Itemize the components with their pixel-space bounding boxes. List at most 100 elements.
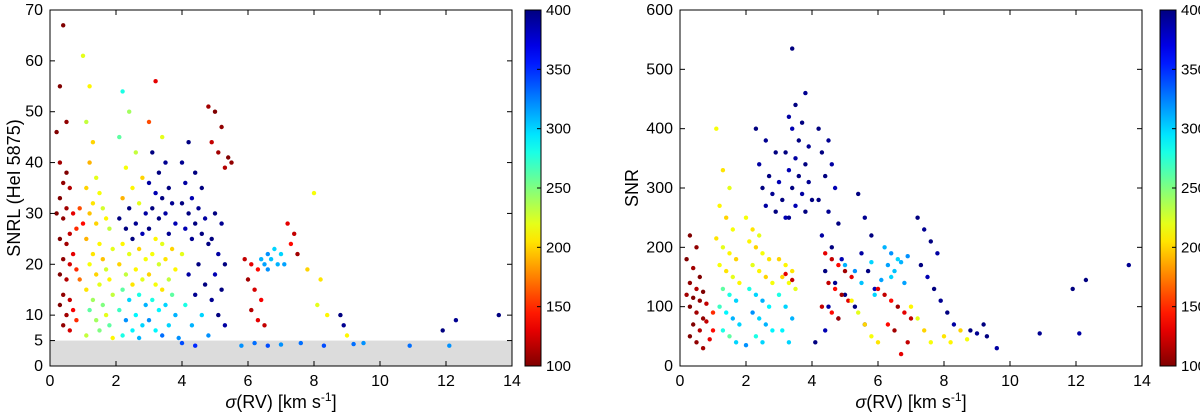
data-point xyxy=(57,272,63,277)
data-point xyxy=(757,233,762,238)
x-tick-label: 14 xyxy=(1133,373,1151,390)
data-point xyxy=(222,323,228,328)
data-point xyxy=(839,292,844,297)
data-point xyxy=(216,150,221,155)
data-point xyxy=(84,185,89,191)
data-point xyxy=(780,328,785,333)
data-point xyxy=(143,302,148,308)
data-point xyxy=(110,292,115,297)
y-tick-label: 300 xyxy=(646,180,673,197)
data-point xyxy=(110,246,115,252)
data-point xyxy=(209,297,214,303)
data-point xyxy=(793,286,798,292)
data-point xyxy=(80,53,86,58)
data-point xyxy=(179,340,185,346)
data-point xyxy=(61,216,66,221)
data-point xyxy=(691,295,696,300)
data-point xyxy=(819,233,825,238)
data-point xyxy=(806,144,811,149)
data-point xyxy=(77,206,82,211)
data-point xyxy=(206,333,211,338)
data-point xyxy=(133,267,138,272)
x-tick-label: 8 xyxy=(940,373,949,390)
data-point xyxy=(872,292,877,297)
data-point xyxy=(786,215,792,220)
data-point xyxy=(84,287,89,292)
data-point xyxy=(872,286,877,292)
x-tick-label: 0 xyxy=(676,373,685,390)
data-point xyxy=(770,280,775,286)
data-point xyxy=(222,262,228,267)
data-point xyxy=(97,282,102,287)
colorbar-tick-label: 200 xyxy=(546,239,571,256)
y-tick-label: 30 xyxy=(25,205,43,222)
data-point xyxy=(717,304,722,309)
y-tick-label: 200 xyxy=(646,239,673,256)
data-point xyxy=(885,262,891,268)
data-point xyxy=(127,251,132,257)
data-point xyxy=(928,340,933,345)
data-point xyxy=(786,340,792,345)
data-point xyxy=(262,262,267,267)
data-point xyxy=(103,216,109,221)
data-point xyxy=(193,292,198,297)
data-point xyxy=(496,312,501,318)
colorbar-tick-label: 350 xyxy=(546,61,571,78)
x-tick-label: 12 xyxy=(437,373,455,390)
data-point xyxy=(823,173,828,179)
data-point xyxy=(922,227,927,232)
data-point xyxy=(770,328,775,333)
data-point xyxy=(453,318,459,323)
data-point xyxy=(733,298,739,303)
data-point xyxy=(123,165,129,170)
data-point xyxy=(898,260,904,265)
data-point xyxy=(697,328,702,333)
y-tick-label: 500 xyxy=(646,61,673,78)
data-point xyxy=(183,226,188,231)
data-point xyxy=(54,129,59,135)
data-point xyxy=(803,90,808,96)
data-point xyxy=(117,307,122,313)
data-point xyxy=(156,170,162,175)
data-point xyxy=(153,236,158,242)
data-point xyxy=(691,265,696,271)
data-point xyxy=(351,341,356,347)
data-point xyxy=(790,316,795,321)
data-point xyxy=(803,162,808,167)
data-point xyxy=(717,262,722,268)
data-point xyxy=(127,109,132,114)
data-point xyxy=(265,251,270,257)
data-point xyxy=(315,302,320,308)
data-point xyxy=(255,318,261,323)
data-point xyxy=(776,179,782,185)
data-point xyxy=(687,304,693,309)
data-point xyxy=(186,140,191,145)
data-point xyxy=(994,346,999,351)
data-point xyxy=(780,197,785,203)
x-tick-label: 8 xyxy=(310,373,319,390)
data-point xyxy=(727,334,732,339)
data-point xyxy=(1070,286,1075,292)
data-point xyxy=(743,215,749,220)
data-point xyxy=(790,185,795,191)
data-point xyxy=(902,280,907,286)
data-point xyxy=(209,140,214,145)
data-point xyxy=(836,262,841,268)
data-point xyxy=(61,257,66,262)
data-point xyxy=(169,201,175,206)
data-point xyxy=(694,286,699,292)
data-point xyxy=(84,236,89,242)
data-point xyxy=(150,150,155,155)
data-point xyxy=(186,272,191,277)
data-point xyxy=(793,203,798,208)
data-point xyxy=(819,304,825,309)
data-point xyxy=(61,23,66,28)
data-point xyxy=(216,312,221,318)
data-point xyxy=(67,297,73,303)
data-point xyxy=(117,262,122,267)
y-tick-label: 60 xyxy=(25,53,43,70)
data-point xyxy=(849,274,854,280)
data-point xyxy=(136,201,142,206)
data-point xyxy=(720,286,726,292)
